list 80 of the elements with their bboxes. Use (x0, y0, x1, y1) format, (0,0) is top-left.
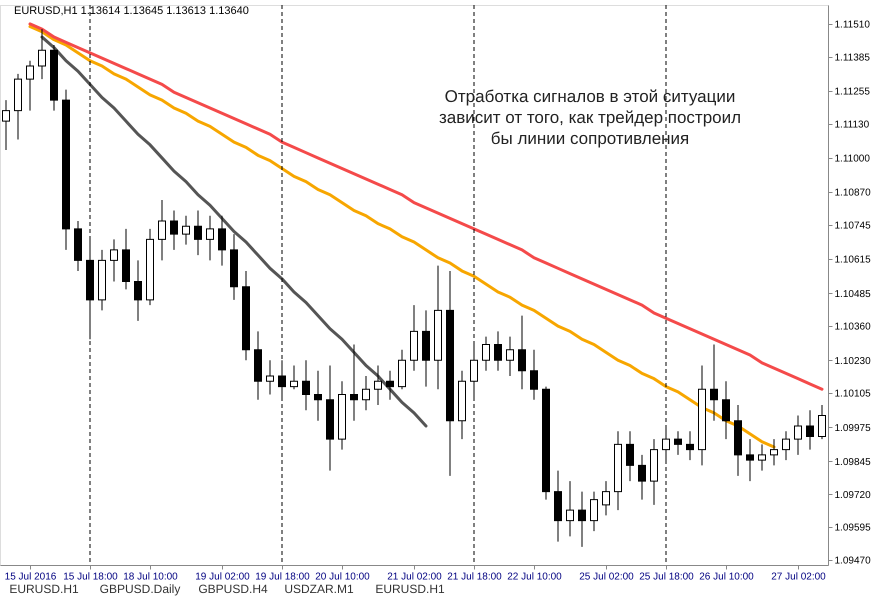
candlestick (26, 60, 34, 112)
y-tick-label: 1.10745 (834, 220, 872, 232)
candlestick (518, 315, 526, 390)
x-tick-label: 27 Jul 02:00 (771, 572, 826, 582)
line-series (40, 36, 428, 428)
candlestick (38, 28, 46, 80)
y-tick-label: 1.10230 (834, 356, 872, 367)
x-tick-label: 19 Jul 02:00 (195, 572, 250, 582)
candlestick (794, 414, 802, 456)
y-tick-label: 1.11130 (834, 119, 870, 130)
chart-title: EURUSD,H1 1.13614 1.13645 1.13613 1.13640 (14, 5, 249, 17)
x-tick-label: 25 Jul 18:00 (639, 572, 694, 582)
candlestick (482, 336, 490, 372)
y-tick-label: 1.09595 (834, 522, 872, 534)
y-tick-label: 1.10360 (834, 322, 872, 333)
line-series (28, 22, 824, 391)
text: EURUSD.H1 (375, 582, 445, 596)
y-tick-label: 1.10485 (834, 288, 872, 300)
y-tick-label: 1.11385 (834, 52, 870, 64)
candlestick (722, 380, 730, 440)
candlestick (362, 376, 370, 411)
candlestick (158, 199, 166, 261)
y-tick-label: 1.10870 (834, 188, 872, 199)
candlestick (566, 480, 574, 537)
x-tick-label: 19 Jul 18:00 (255, 572, 310, 582)
candlestick (386, 370, 394, 400)
candlestick (134, 260, 142, 322)
candlestick (686, 430, 694, 461)
candlestick (590, 491, 598, 532)
x-tick-label: 26 Jul 10:00 (699, 572, 754, 582)
line-series (28, 25, 776, 449)
x-tick-label: 25 Jul 02:00 (579, 572, 634, 582)
candlestick (206, 215, 214, 261)
candlestick (266, 360, 274, 395)
candlestick (194, 210, 202, 256)
y-tick-label: 1.11255 (834, 86, 870, 98)
candlestick (818, 404, 826, 440)
y-tick-label: 1.11510 (834, 19, 870, 30)
candlestick (578, 491, 586, 548)
candlestick (218, 215, 226, 266)
candlestick (494, 330, 502, 372)
x-tick-label: 15 Jul 18:00 (63, 572, 118, 582)
text: GBPUSD.H4 (198, 582, 268, 596)
candlestick (710, 344, 718, 422)
candlestick (290, 365, 298, 390)
y-tick-label: 1.09470 (834, 556, 872, 567)
y-tick-label: 1.09845 (834, 456, 872, 468)
y-tick-label: 1.10615 (834, 254, 872, 266)
candlestick (506, 336, 514, 377)
y-tick-label: 1.11000 (834, 153, 870, 164)
candlestick (182, 215, 190, 246)
candlestick (170, 210, 178, 250)
candlestick (602, 480, 610, 516)
y-tick-label: 1.10105 (834, 388, 872, 400)
x-tick-label: 18 Jul 10:00 (123, 572, 178, 582)
candlestick (626, 430, 634, 482)
candlestick (350, 344, 358, 422)
candlestick (110, 238, 118, 282)
y-tick-label: 1.09975 (834, 422, 872, 434)
candlestick (530, 349, 538, 400)
text: EURUSD.H1 (9, 582, 79, 596)
x-tick-label: 20 Jul 10:00 (315, 572, 370, 582)
text: USDZAR.M1 (284, 582, 354, 596)
candlestick (374, 365, 382, 406)
x-tick-label: 15 Jul 2016 (4, 572, 57, 582)
candlestick (782, 430, 790, 461)
candlestick (746, 438, 754, 482)
candlestick (758, 444, 766, 472)
y-tick-label: 1.09720 (834, 490, 872, 501)
candlestick (314, 370, 322, 422)
x-tick-label: 21 Jul 18:00 (447, 572, 502, 582)
candlestick (302, 360, 310, 411)
x-tick-label: 21 Jul 02:00 (387, 572, 442, 582)
x-tick-label: 22 Jul 10:00 (507, 572, 562, 582)
candlestick (806, 410, 814, 450)
text: GBPUSD.Daily (100, 582, 180, 596)
candlestick (770, 438, 778, 466)
candlestick (674, 430, 682, 456)
annotation: Отработка сигналов в этой ситуации зависит от того, как трейдер построил бы линии сопротивления (438, 87, 742, 148)
candlestick (638, 454, 646, 500)
